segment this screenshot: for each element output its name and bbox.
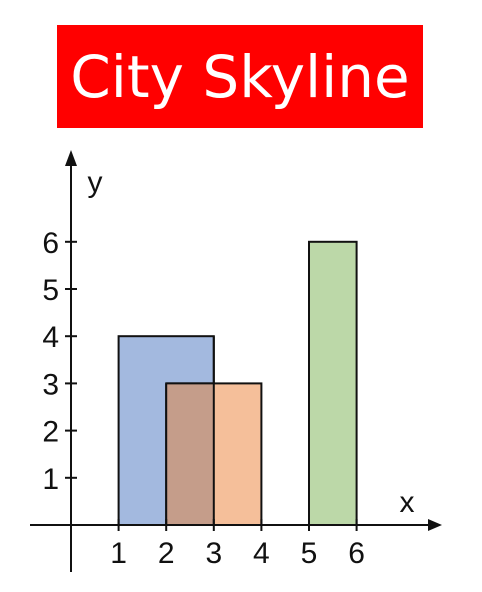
y-tick-label-3: 3 (42, 368, 59, 401)
bar-overlap (166, 383, 214, 525)
axes-layer (30, 150, 442, 572)
x-tick-label-6: 6 (348, 537, 365, 570)
y-tick-label-5: 5 (42, 274, 59, 307)
x-axis-label: x (400, 486, 415, 519)
y-tick-label-6: 6 (42, 227, 59, 260)
x-tick-label-1: 1 (110, 537, 127, 570)
y-tick-label-4: 4 (42, 321, 59, 354)
bar-3 (308, 240, 358, 527)
x-tick-label-4: 4 (253, 537, 270, 570)
bars-layer (117, 240, 358, 527)
y-tick-label-2: 2 (42, 416, 59, 449)
x-tick-label-3: 3 (205, 537, 222, 570)
x-tick-label-2: 2 (158, 537, 175, 570)
y-tick-label-1: 1 (42, 463, 59, 496)
y-axis-arrow (65, 150, 77, 166)
chart-title: City Skyline (57, 25, 423, 128)
y-axis-label: y (88, 166, 103, 199)
x-tick-label-5: 5 (301, 537, 318, 570)
x-axis-arrow (428, 519, 442, 531)
